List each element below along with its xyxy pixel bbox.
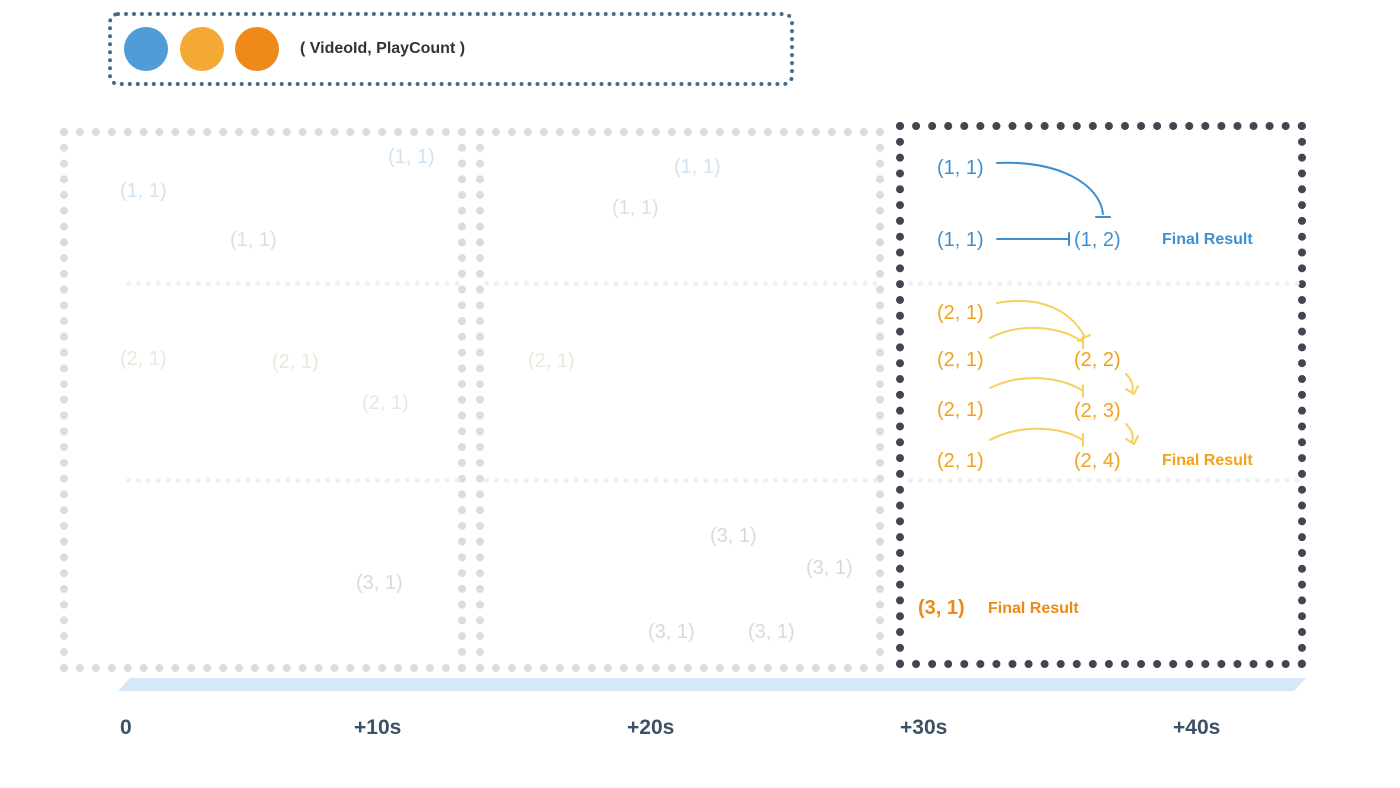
legend-dot-orange — [235, 27, 279, 71]
event-label: (1, 1) — [388, 146, 435, 168]
legend-box — [108, 12, 794, 86]
row-separator — [126, 478, 460, 483]
timeline-bar — [118, 678, 1306, 691]
row-separator — [908, 281, 1300, 286]
event-label-orange: (2, 1) — [937, 349, 984, 371]
event-label: (3, 1) — [748, 621, 795, 643]
final-result-label-orange: Final Result — [1162, 452, 1253, 469]
window-10-20s — [476, 128, 884, 672]
aggregate-result-blue: (1, 2) — [1074, 229, 1121, 251]
row-separator — [908, 478, 1300, 483]
window-0-10s — [60, 128, 466, 672]
legend-dot-blue — [124, 27, 168, 71]
legend-label: ( VideoId, PlayCount ) — [300, 40, 466, 57]
timeline-tick: +20s — [627, 716, 675, 739]
event-label-blue: (1, 1) — [937, 229, 984, 251]
event-label-orange: (2, 1) — [937, 302, 984, 324]
event-label: (3, 1) — [648, 621, 695, 643]
aggregate-result-orange: (2, 2) — [1074, 349, 1121, 371]
event-label: (1, 1) — [120, 180, 167, 202]
event-label: (3, 1) — [356, 572, 403, 594]
timeline-tick: 0 — [120, 716, 132, 739]
legend-dot-yellow — [180, 27, 224, 71]
event-label: (2, 1) — [120, 348, 167, 370]
aggregate-result-orange: (2, 3) — [1074, 400, 1121, 422]
row-separator — [126, 281, 460, 286]
window-20-30s-active — [896, 122, 1306, 668]
timeline-tick: +30s — [900, 716, 948, 739]
event-label-dark-orange: (3, 1) — [918, 597, 965, 619]
aggregate-result-orange: (2, 4) — [1074, 450, 1121, 472]
event-label: (2, 1) — [528, 350, 575, 372]
event-label: (3, 1) — [806, 557, 853, 579]
event-label: (3, 1) — [710, 525, 757, 547]
row-separator — [484, 281, 878, 286]
timeline-tick: +40s — [1173, 716, 1221, 739]
event-label: (2, 1) — [272, 351, 319, 373]
event-label-blue: (1, 1) — [937, 157, 984, 179]
final-result-label-blue: Final Result — [1162, 231, 1253, 248]
event-label: (1, 1) — [230, 229, 277, 251]
event-label-orange: (2, 1) — [937, 450, 984, 472]
event-label-orange: (2, 1) — [937, 399, 984, 421]
timeline-tick: +10s — [354, 716, 402, 739]
final-result-label-dark-orange: Final Result — [988, 600, 1079, 617]
event-label: (1, 1) — [674, 156, 721, 178]
event-label: (2, 1) — [362, 392, 409, 414]
event-label: (1, 1) — [612, 197, 659, 219]
row-separator — [484, 478, 878, 483]
